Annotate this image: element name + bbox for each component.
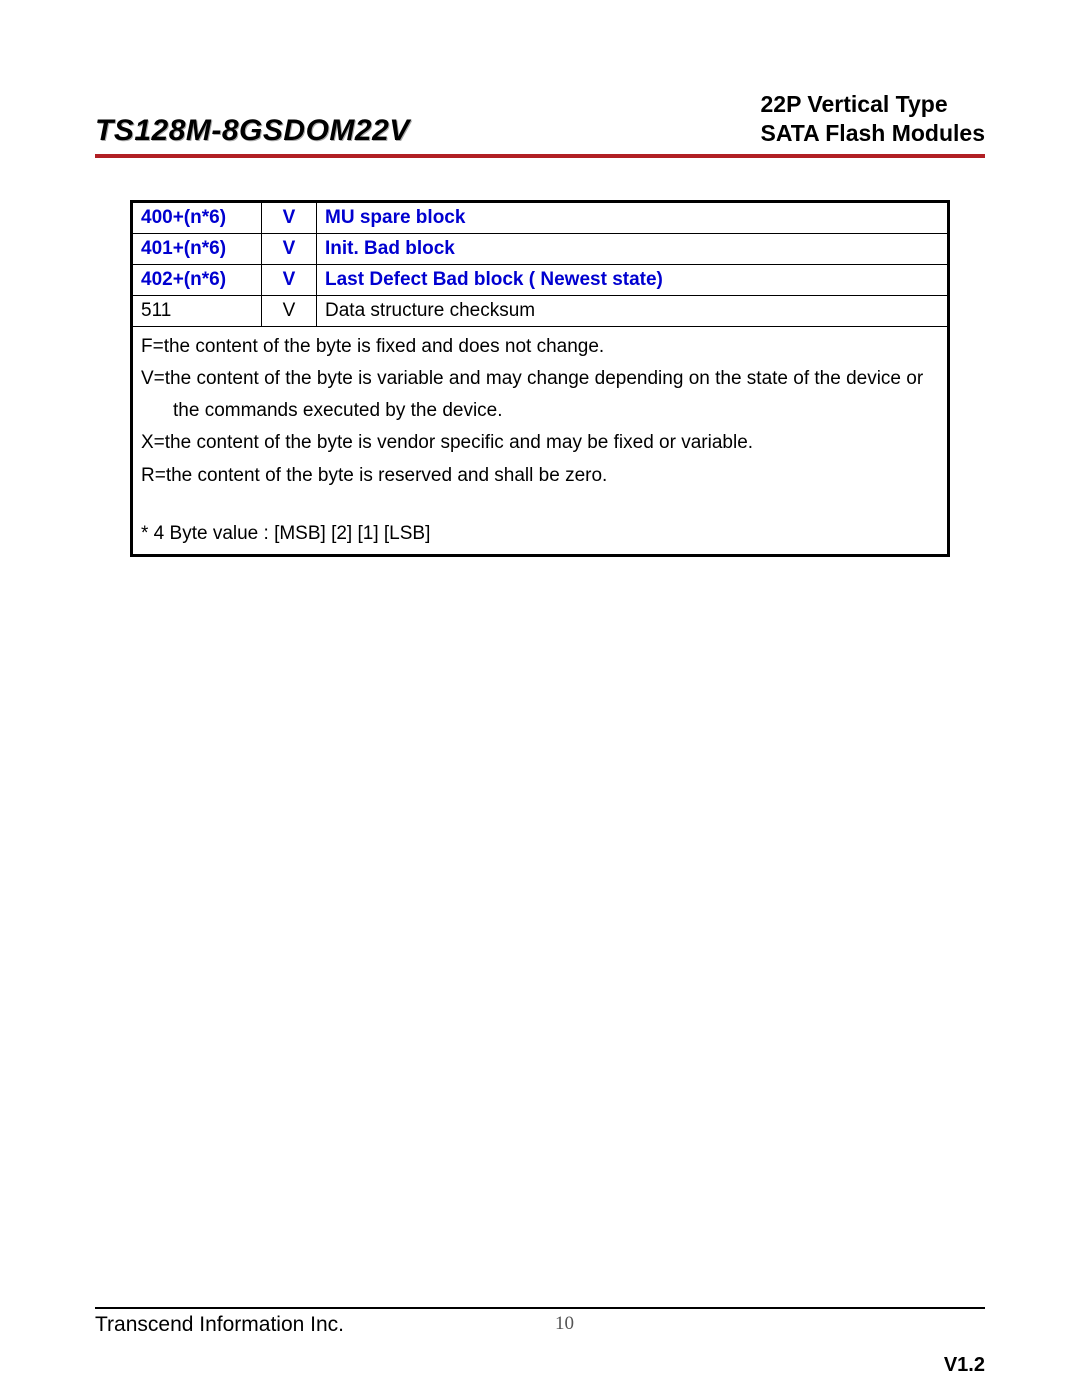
content-area: 400+(n*6)VMU spare block401+(n*6)VInit. … — [95, 200, 985, 558]
desc-cell: Data structure checksum — [317, 295, 949, 326]
product-title: TS128M-8GSDOM22V — [95, 114, 410, 148]
table-row: 402+(n*6)VLast Defect Bad block ( Newest… — [132, 264, 949, 295]
desc-cell: Init. Bad block — [317, 233, 949, 264]
product-subtitle: 22P Vertical Type SATA Flash Modules — [761, 90, 985, 148]
legend-r: R=the content of the byte is reserved an… — [141, 460, 939, 492]
legend-x: X=the content of the byte is vendor spec… — [141, 427, 939, 459]
table-row: 400+(n*6)VMU spare block — [132, 201, 949, 233]
addr-cell: 401+(n*6) — [132, 233, 262, 264]
flag-cell: V — [262, 233, 317, 264]
data-table: 400+(n*6)VMU spare block401+(n*6)VInit. … — [130, 200, 950, 558]
version-label: V1.2 — [944, 1354, 985, 1377]
table-row: 511VData structure checksum — [132, 295, 949, 326]
legend-v1: V=the content of the byte is variable an… — [141, 363, 939, 395]
page-header: TS128M-8GSDOM22V 22P Vertical Type SATA … — [95, 90, 985, 158]
flag-cell: V — [262, 295, 317, 326]
desc-cell: MU spare block — [317, 201, 949, 233]
flag-cell: V — [262, 264, 317, 295]
flag-cell: V — [262, 201, 317, 233]
legend-note: * 4 Byte value : [MSB] [2] [1] [LSB] — [141, 518, 939, 550]
page-number: 10 — [555, 1313, 574, 1337]
subtitle-line1: 22P Vertical Type — [761, 90, 985, 119]
page-footer: Transcend Information Inc. 10 — [95, 1307, 985, 1337]
addr-cell: 400+(n*6) — [132, 201, 262, 233]
addr-cell: 402+(n*6) — [132, 264, 262, 295]
table-row: 401+(n*6)VInit. Bad block — [132, 233, 949, 264]
addr-cell: 511 — [132, 295, 262, 326]
legend-v2: the commands executed by the device. — [141, 395, 939, 427]
legend-f: F=the content of the byte is fixed and d… — [141, 331, 939, 363]
subtitle-line2: SATA Flash Modules — [761, 119, 985, 148]
company-name: Transcend Information Inc. — [95, 1313, 344, 1337]
desc-cell: Last Defect Bad block ( Newest state) — [317, 264, 949, 295]
legend-cell: F=the content of the byte is fixed and d… — [132, 326, 949, 556]
